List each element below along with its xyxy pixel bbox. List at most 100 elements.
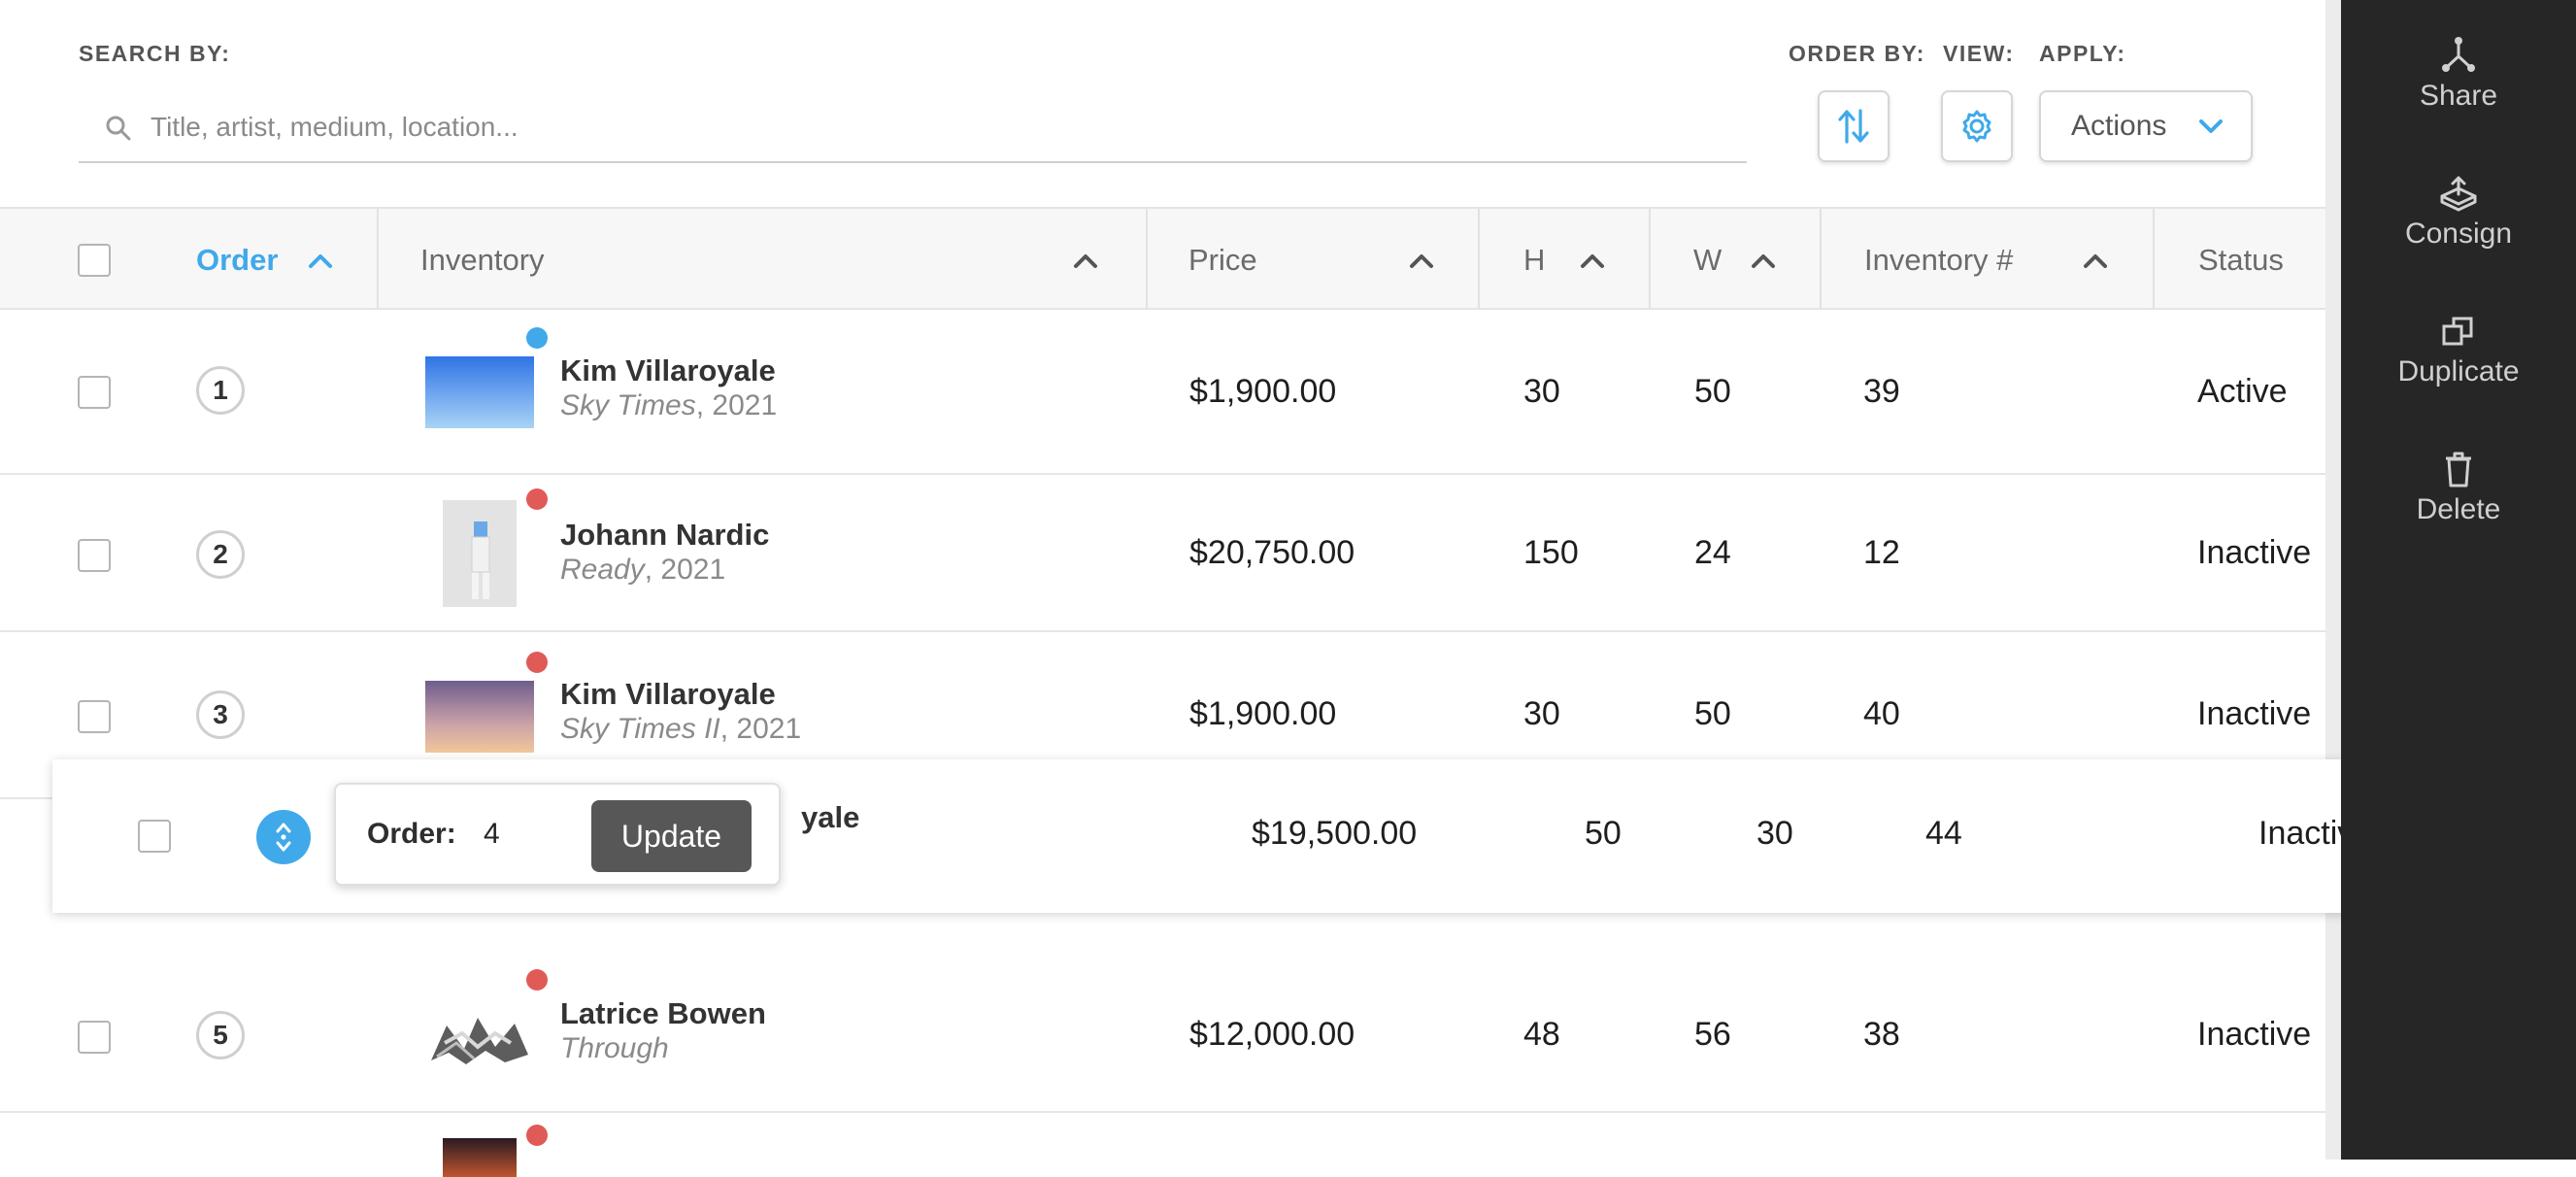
width-cell: 50: [1694, 695, 1731, 732]
header-status[interactable]: Status: [2198, 243, 2284, 277]
drag-handle[interactable]: [256, 810, 311, 864]
view-settings-button[interactable]: [1941, 90, 2013, 162]
action-panel: Share Consign Duplicate: [2341, 0, 2576, 1160]
table-row[interactable]: 5 Latrice Bowen Through $12,000.00 48 56…: [0, 958, 2340, 1113]
gear-icon: [1962, 110, 1991, 143]
actions-dropdown[interactable]: Actions: [2039, 90, 2253, 162]
chevron-down-icon: [2199, 119, 2223, 133]
row-checkbox[interactable]: [78, 376, 111, 409]
artwork-title-line: Ready, 2021: [560, 554, 725, 587]
order-by-label: ORDER BY:: [1789, 41, 1925, 66]
actions-label: Actions: [2071, 110, 2167, 142]
sort-caret-up-icon[interactable]: [1750, 252, 1777, 270]
price-cell: $19,500.00: [1252, 815, 1418, 852]
width-cell: 24: [1694, 534, 1731, 571]
header-price[interactable]: Price: [1188, 243, 1257, 277]
order-number: 3: [196, 690, 245, 739]
width-cell: 50: [1694, 373, 1731, 410]
row-checkbox[interactable]: [78, 1021, 111, 1054]
sort-caret-up-icon[interactable]: [2082, 252, 2109, 270]
header-inventory[interactable]: Inventory: [420, 243, 545, 277]
search-icon: [106, 116, 131, 141]
inventory-number-cell: 12: [1863, 534, 1900, 571]
header-separator: [1820, 209, 1822, 310]
order-input[interactable]: [482, 812, 573, 857]
artist-name: Latrice Bowen: [560, 996, 766, 1030]
status-cell: Inactive: [2197, 534, 2312, 571]
header-separator: [1146, 209, 1148, 310]
status-cell: Inactive: [2197, 695, 2312, 732]
artwork-thumbnail[interactable]: [425, 356, 534, 428]
table-row[interactable]: 2 Johann Nardic Ready, 2021 $20,750.00 1…: [0, 475, 2340, 632]
artist-name: Kim Villaroyale: [560, 353, 776, 387]
artwork-thumbnail[interactable]: [425, 681, 534, 753]
status-dot: [526, 1125, 548, 1146]
artist-name-partial: yale: [801, 800, 860, 834]
artwork-title-line: Sky Times, 2021: [560, 389, 777, 422]
update-button[interactable]: Update: [591, 800, 752, 872]
order-number: 2: [196, 530, 245, 579]
artwork-title-line: Through: [560, 1032, 669, 1065]
status-cell: Inactive: [2197, 1016, 2312, 1053]
artwork-year: , 2021: [644, 554, 726, 586]
height-cell: 30: [1523, 695, 1560, 732]
header-w[interactable]: W: [1693, 243, 1723, 277]
sort-caret-up-icon[interactable]: [1072, 252, 1099, 270]
artwork-year: , 2021: [719, 713, 802, 745]
header-separator: [1478, 209, 1480, 310]
dragged-table-row[interactable]: Order: Update yale $19,500.00 50 30 44 I…: [52, 759, 2402, 913]
consign-button[interactable]: Consign: [2341, 173, 2576, 299]
reorder-arrows-icon: [276, 823, 291, 852]
height-cell: 48: [1523, 1016, 1560, 1053]
header-separator: [377, 209, 379, 310]
width-cell: 56: [1694, 1016, 1731, 1053]
status-dot: [526, 652, 548, 673]
order-number: 1: [196, 366, 245, 415]
artwork-title: Ready: [560, 554, 645, 586]
search-bar[interactable]: [79, 97, 1747, 163]
row-checkbox[interactable]: [138, 820, 171, 853]
select-all-checkbox[interactable]: [78, 244, 111, 277]
apply-label: APPLY:: [2039, 41, 2126, 66]
header-separator: [2153, 209, 2155, 310]
duplicate-button[interactable]: Duplicate: [2341, 311, 2576, 437]
header-inventory-number[interactable]: Inventory #: [1864, 243, 2014, 277]
duplicate-icon: [2442, 317, 2473, 346]
height-cell: 150: [1523, 534, 1579, 571]
sort-caret-up-icon[interactable]: [1579, 252, 1606, 270]
price-cell: $20,750.00: [1189, 534, 1355, 571]
width-cell: 30: [1756, 815, 1793, 852]
artist-name: Johann Nardic: [560, 518, 770, 552]
artwork-thumbnail[interactable]: [443, 1138, 517, 1177]
artwork-thumbnail[interactable]: [443, 500, 517, 607]
status-dot: [526, 969, 548, 991]
sort-caret-up-icon[interactable]: [1408, 252, 1435, 270]
order-number: 5: [196, 1011, 245, 1059]
status-cell: Active: [2197, 373, 2288, 410]
header-h[interactable]: H: [1523, 243, 1546, 277]
artwork-title: Sky Times II: [560, 713, 720, 745]
delete-button[interactable]: Delete: [2341, 449, 2576, 575]
order-input-label: Order:: [367, 818, 456, 850]
header-separator: [1649, 209, 1651, 310]
search-input[interactable]: [149, 105, 1706, 150]
table-row[interactable]: [0, 1113, 2340, 1177]
sort-caret-up-icon[interactable]: [307, 252, 334, 270]
artwork-title-line: Sky Times II, 2021: [560, 713, 801, 746]
order-by-button[interactable]: [1818, 90, 1890, 162]
height-cell: 30: [1523, 373, 1560, 410]
price-cell: $12,000.00: [1189, 1016, 1355, 1053]
row-checkbox[interactable]: [78, 700, 111, 733]
scrollbar[interactable]: [2325, 0, 2341, 1160]
table-header: Order Inventory Price H W Inventory #: [0, 207, 2340, 310]
share-label: Share: [2419, 80, 2498, 112]
sort-arrows-icon: [1838, 109, 1869, 144]
artist-name: Kim Villaroyale: [560, 677, 776, 711]
price-cell: $1,900.00: [1189, 695, 1337, 732]
header-order[interactable]: Order: [196, 243, 279, 277]
row-checkbox[interactable]: [78, 539, 111, 572]
table-row[interactable]: 1 Kim Villaroyale Sky Times, 2021 $1,900…: [0, 310, 2340, 475]
artwork-thumbnail[interactable]: [427, 1004, 532, 1070]
share-button[interactable]: Share: [2341, 35, 2576, 161]
